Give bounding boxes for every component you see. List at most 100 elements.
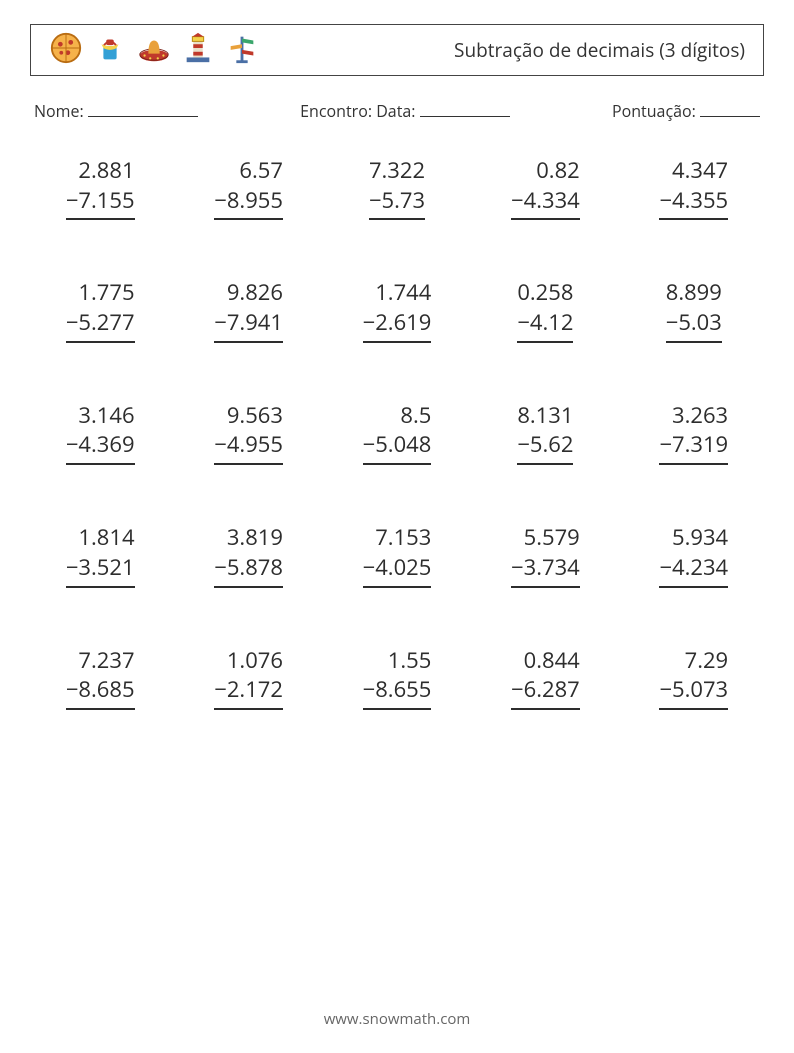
problem: 3.146−4.369 xyxy=(40,401,160,465)
problem: 8.5−5.048 xyxy=(337,401,457,465)
problem-stack: 7.237−8.685 xyxy=(66,646,135,710)
footer-url: www.snowmath.com xyxy=(0,1009,794,1029)
name-field: Nome: xyxy=(34,100,198,122)
minuend: 9.826 xyxy=(214,278,283,308)
problem: 7.29−5.073 xyxy=(634,646,754,710)
subtrahend: −8.955 xyxy=(214,186,283,221)
problem-stack: 3.819−5.878 xyxy=(214,523,283,587)
problem-stack: 3.263−7.319 xyxy=(659,401,728,465)
info-row: Nome: Encontro: Data: Pontuação: xyxy=(34,100,760,122)
problem: 7.153−4.025 xyxy=(337,523,457,587)
problem: 1.076−2.172 xyxy=(188,646,308,710)
subtrahend: −8.685 xyxy=(66,675,135,710)
subtrahend: −2.172 xyxy=(214,675,283,710)
subtrahend: −2.619 xyxy=(363,308,432,343)
subtrahend: −5.878 xyxy=(214,553,283,588)
problem: 4.347−4.355 xyxy=(634,156,754,220)
minuend: 3.263 xyxy=(659,401,728,431)
problem-stack: 9.826−7.941 xyxy=(214,278,283,342)
minuend: 7.322 xyxy=(369,156,425,186)
problem-stack: 0.82−4.334 xyxy=(511,156,580,220)
problem-stack: 1.775−5.277 xyxy=(66,278,135,342)
minuend: 6.57 xyxy=(214,156,283,186)
minuend: 0.258 xyxy=(517,278,573,308)
problem: 1.814−3.521 xyxy=(40,523,160,587)
problem-stack: 1.744−2.619 xyxy=(363,278,432,342)
minuend: 0.82 xyxy=(511,156,580,186)
problem-stack: 3.146−4.369 xyxy=(66,401,135,465)
problem-stack: 7.322−5.73 xyxy=(369,156,425,220)
problem: 1.55−8.655 xyxy=(337,646,457,710)
minuend: 1.814 xyxy=(66,523,135,553)
minuend: 8.899 xyxy=(666,278,722,308)
problem: 1.744−2.619 xyxy=(337,278,457,342)
subtrahend: −6.287 xyxy=(511,675,580,710)
subtrahend: −3.521 xyxy=(66,553,135,588)
subtrahend: −5.277 xyxy=(66,308,135,343)
minuend: 7.237 xyxy=(66,646,135,676)
problem-stack: 1.814−3.521 xyxy=(66,523,135,587)
subtrahend: −5.03 xyxy=(666,308,722,343)
minuend: 1.744 xyxy=(363,278,432,308)
worksheet-title: Subtração de decimais (3 dígitos) xyxy=(454,37,745,63)
minuend: 2.881 xyxy=(66,156,135,186)
minuend: 1.775 xyxy=(66,278,135,308)
subtrahend: −4.12 xyxy=(517,308,573,343)
sombrero-icon xyxy=(137,31,171,70)
name-label: Nome: xyxy=(34,100,84,122)
problem: 5.934−4.234 xyxy=(634,523,754,587)
problem-stack: 2.881−7.155 xyxy=(66,156,135,220)
problem: 3.263−7.319 xyxy=(634,401,754,465)
problem: 1.775−5.277 xyxy=(40,278,160,342)
subtrahend: −8.655 xyxy=(363,675,432,710)
minuend: 8.5 xyxy=(363,401,432,431)
name-blank xyxy=(88,100,198,117)
subtrahend: −5.73 xyxy=(369,186,425,221)
problem-stack: 1.076−2.172 xyxy=(214,646,283,710)
minuend: 0.844 xyxy=(511,646,580,676)
problem: 6.57−8.955 xyxy=(188,156,308,220)
subtrahend: −5.048 xyxy=(363,430,432,465)
subtrahend: −4.369 xyxy=(66,430,135,465)
problem: 9.826−7.941 xyxy=(188,278,308,342)
minuend: 4.347 xyxy=(659,156,728,186)
subtrahend: −4.334 xyxy=(511,186,580,221)
problem-stack: 8.5−5.048 xyxy=(363,401,432,465)
problem-stack: 5.934−4.234 xyxy=(659,523,728,587)
problem-stack: 4.347−4.355 xyxy=(659,156,728,220)
problem: 0.82−4.334 xyxy=(485,156,605,220)
subtrahend: −4.955 xyxy=(214,430,283,465)
score-blank xyxy=(700,100,760,117)
minuend: 9.563 xyxy=(214,401,283,431)
problem-stack: 1.55−8.655 xyxy=(363,646,432,710)
date-blank xyxy=(420,100,510,117)
problem: 8.131−5.62 xyxy=(485,401,605,465)
lighthouse-icon xyxy=(181,31,215,70)
pizza-icon xyxy=(49,31,83,70)
minuend: 7.153 xyxy=(363,523,432,553)
subtrahend: −4.355 xyxy=(659,186,728,221)
subtrahend: −5.073 xyxy=(659,675,728,710)
problem: 7.237−8.685 xyxy=(40,646,160,710)
problem-stack: 5.579−3.734 xyxy=(511,523,580,587)
problem-stack: 9.563−4.955 xyxy=(214,401,283,465)
bucket-icon xyxy=(93,31,127,70)
worksheet-header: Subtração de decimais (3 dígitos) xyxy=(30,24,764,76)
subtrahend: −5.62 xyxy=(517,430,573,465)
problem-stack: 8.899−5.03 xyxy=(666,278,722,342)
problem: 0.258−4.12 xyxy=(485,278,605,342)
problem: 2.881−7.155 xyxy=(40,156,160,220)
minuend: 3.819 xyxy=(214,523,283,553)
score-field: Pontuação: xyxy=(612,100,760,122)
problem-stack: 8.131−5.62 xyxy=(517,401,573,465)
header-icon-row xyxy=(49,31,259,70)
problem: 0.844−6.287 xyxy=(485,646,605,710)
problem-stack: 0.258−4.12 xyxy=(517,278,573,342)
minuend: 5.579 xyxy=(511,523,580,553)
subtrahend: −4.234 xyxy=(659,553,728,588)
problem-stack: 0.844−6.287 xyxy=(511,646,580,710)
subtrahend: −7.155 xyxy=(66,186,135,221)
score-label: Pontuação: xyxy=(612,100,696,122)
minuend: 7.29 xyxy=(659,646,728,676)
problem: 9.563−4.955 xyxy=(188,401,308,465)
